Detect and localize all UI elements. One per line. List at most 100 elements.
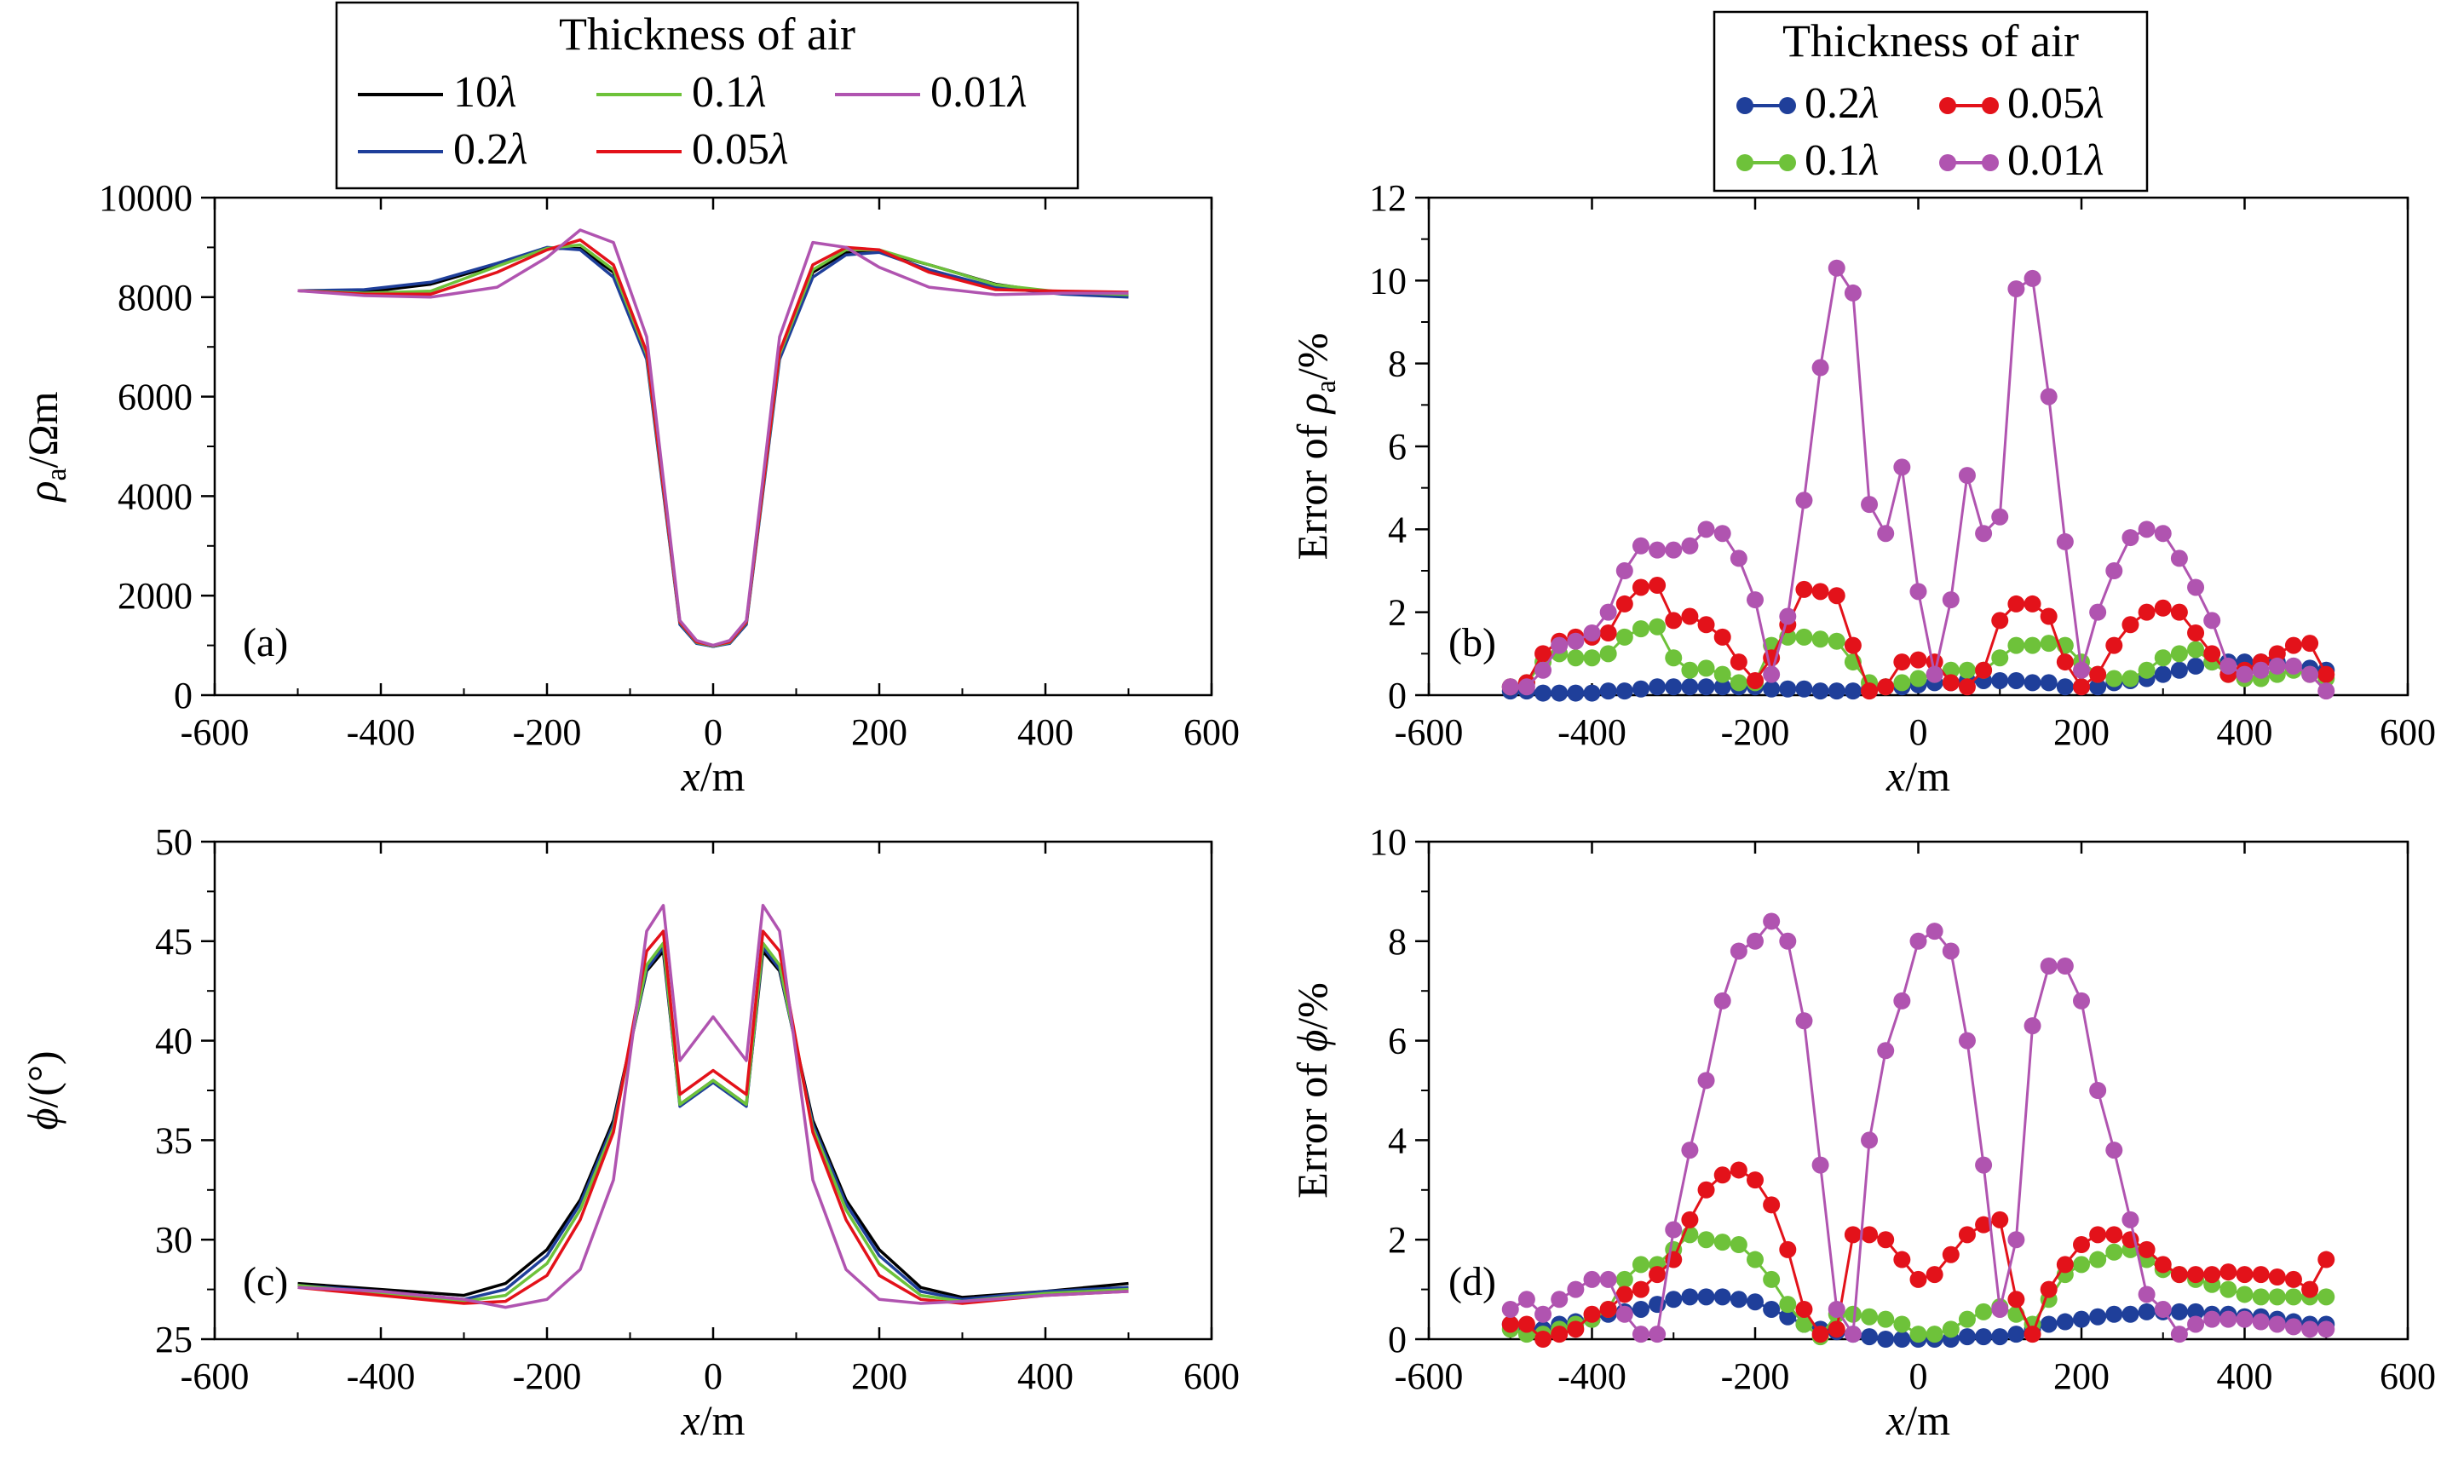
data-point	[1599, 645, 1617, 663]
data-point	[1599, 1300, 1617, 1318]
data-point	[1844, 284, 1862, 302]
legend-item-0-05lambda: 0.05λ	[1939, 79, 2104, 128]
data-point	[1567, 632, 1585, 650]
legend-label: 0.1λ	[692, 68, 767, 117]
x-tick-label: 600	[2380, 1355, 2436, 1397]
data-point	[2154, 1300, 2172, 1318]
legend-label: 0.01λ	[930, 68, 1028, 117]
data-point	[1958, 1032, 1976, 1050]
series-0-1lambda	[297, 243, 1129, 647]
data-point	[2073, 1310, 2090, 1328]
x-tick-label: 0	[704, 711, 723, 753]
data-point	[2089, 1226, 2107, 1244]
data-point	[1893, 992, 1911, 1009]
data-point	[1811, 630, 1829, 648]
x-tick-label: -200	[513, 1355, 582, 1397]
y-tick-label: 0	[1388, 1319, 1407, 1360]
data-point	[2268, 1315, 2286, 1333]
data-point	[1763, 912, 1781, 930]
series-10lambda	[297, 246, 1129, 648]
data-point	[2007, 636, 2025, 654]
x-tick-label: -400	[1557, 1355, 1626, 1397]
data-point	[1763, 1196, 1781, 1214]
data-point	[1991, 508, 2009, 526]
legend-right: Thickness of air 0.2λ 0.05λ 0.1λ 0.01λ	[1713, 10, 2149, 193]
data-point	[2007, 280, 2025, 298]
data-point	[2284, 657, 2302, 675]
data-point	[2170, 603, 2188, 621]
x-tick-label: 0	[1909, 1355, 1928, 1397]
data-point	[1991, 671, 2009, 689]
legend-label: 0.2λ	[453, 125, 528, 174]
data-point	[2170, 661, 2188, 679]
data-point	[1649, 678, 1667, 696]
data-point	[2284, 1270, 2302, 1288]
legend-item-0-2lambda: 0.2λ	[1736, 79, 1880, 128]
data-point	[2056, 1313, 2074, 1331]
data-point	[2187, 657, 2205, 675]
data-point	[1958, 1328, 1976, 1346]
data-point	[1942, 942, 1960, 960]
y-tick-label: 45	[155, 921, 193, 963]
series-line-0-1lambda	[297, 941, 1129, 1303]
data-point	[1599, 1270, 1617, 1288]
data-point	[1551, 1291, 1569, 1309]
data-point	[1763, 1300, 1781, 1318]
data-point	[1958, 1226, 1976, 1244]
data-point	[1779, 1240, 1797, 1258]
data-point	[2056, 1256, 2074, 1274]
x-tick-label: 400	[2217, 711, 2273, 753]
data-point	[2236, 1266, 2254, 1284]
legend-left: Thickness of air 10λ 0.1λ 0.01λ 0.2λ 0.05λ	[335, 1, 1079, 190]
data-point	[1975, 1156, 1993, 1174]
y-tick-label: 10	[1369, 260, 1407, 302]
data-point	[2317, 1320, 2335, 1338]
data-point	[1893, 1331, 1911, 1348]
data-point	[1877, 1231, 1895, 1249]
data-point	[1942, 661, 1960, 679]
panel-tag: (c)	[243, 1259, 288, 1304]
data-point	[1942, 674, 1960, 692]
data-point	[1795, 680, 1813, 698]
data-point	[1730, 674, 1747, 692]
data-point	[2024, 1017, 2041, 1035]
data-point	[2170, 1303, 2188, 1320]
data-point	[2073, 1236, 2090, 1254]
data-point	[2219, 1263, 2237, 1281]
y-tick-label: 0	[1388, 675, 1407, 716]
x-tick-label: -600	[181, 711, 250, 753]
data-point	[1958, 678, 1976, 696]
data-point	[1551, 684, 1569, 702]
data-point	[2040, 388, 2058, 406]
x-tick-label: 0	[704, 1355, 723, 1397]
data-point	[2073, 1256, 2090, 1274]
data-point	[1713, 1234, 1731, 1251]
data-point	[2317, 682, 2335, 700]
data-point	[2040, 674, 2058, 692]
data-point	[1681, 537, 1699, 555]
x-tick-label: 400	[1017, 711, 1074, 753]
data-point	[2187, 624, 2205, 641]
series-0-01lambda	[297, 904, 1129, 1309]
data-point	[1747, 591, 1764, 609]
data-point	[1713, 1288, 1731, 1306]
data-point	[2170, 1266, 2188, 1284]
data-point	[1730, 1291, 1747, 1309]
data-point	[1909, 1326, 1927, 1343]
data-point	[1893, 458, 1911, 476]
data-point	[2089, 1251, 2107, 1268]
data-point	[2268, 1268, 2286, 1286]
data-point	[1649, 618, 1667, 636]
data-point	[2040, 635, 2058, 653]
data-point	[1926, 1326, 1943, 1343]
data-point	[2121, 670, 2139, 687]
data-point	[1730, 549, 1747, 567]
data-point	[1795, 1012, 1813, 1030]
data-point	[1861, 682, 1879, 700]
data-point	[2105, 1142, 2123, 1159]
data-point	[2073, 661, 2090, 679]
data-point	[2105, 636, 2123, 654]
data-point	[1779, 680, 1797, 698]
series-0-01lambda	[1501, 912, 2335, 1343]
legend-item-0-1lambda: 0.1λ	[1736, 136, 1880, 185]
